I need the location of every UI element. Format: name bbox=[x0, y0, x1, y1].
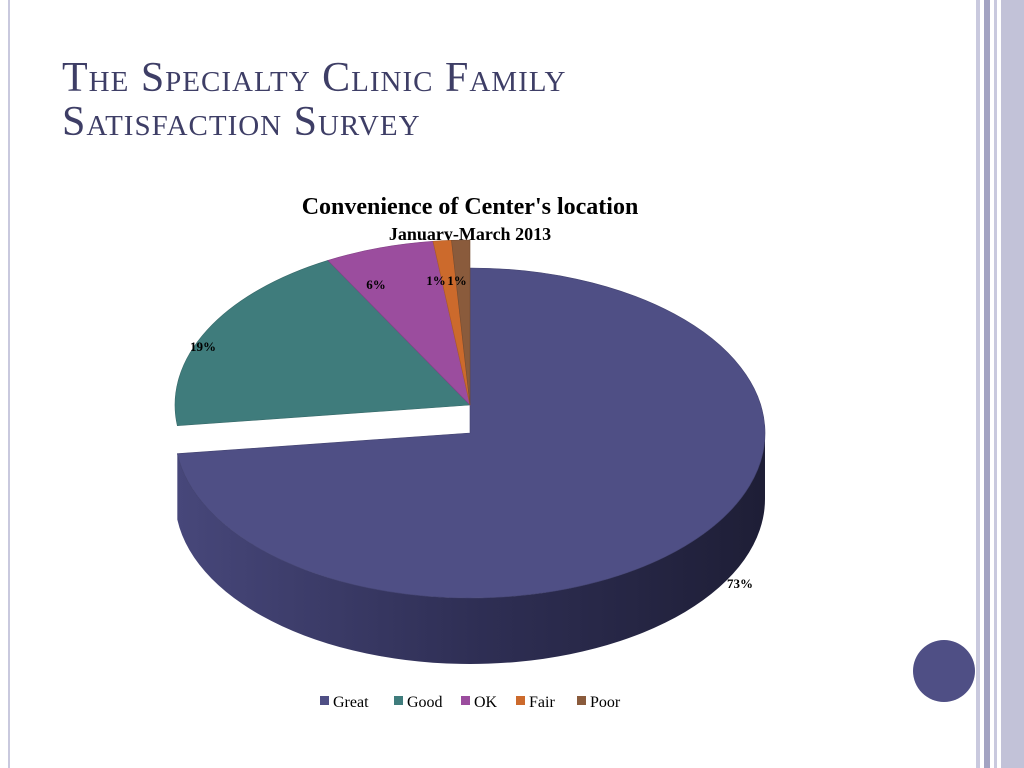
pie-slices bbox=[174, 239, 766, 664]
slide-title-line-2: Satisfaction Survey bbox=[62, 99, 421, 145]
pie-slice-good bbox=[174, 260, 471, 426]
pie-slice-wall-great bbox=[177, 433, 765, 664]
legend-swatch-great bbox=[320, 696, 329, 705]
legend-swatch-good bbox=[394, 696, 403, 705]
left-border-line bbox=[8, 0, 10, 768]
legend-swatch-ok bbox=[461, 696, 470, 705]
data-label-good: 19% bbox=[190, 339, 216, 354]
legend-label-poor: Poor bbox=[590, 694, 621, 711]
slide-title-line-1: The Specialty Clinic Family bbox=[62, 55, 567, 101]
legend-label-good: Good bbox=[407, 694, 443, 711]
data-label-poor: 1% bbox=[447, 273, 467, 288]
right-decorative-stripes bbox=[976, 0, 1024, 768]
legend-label-great: Great bbox=[333, 694, 369, 711]
pie-slice-great bbox=[176, 267, 766, 599]
legend-label-fair: Fair bbox=[529, 694, 555, 711]
data-label-great: 73% bbox=[727, 576, 753, 591]
data-label-fair: 1% bbox=[426, 273, 446, 288]
chart-subtitle: January-March 2013 bbox=[389, 224, 551, 244]
pie-slice-poor bbox=[451, 239, 471, 406]
legend-swatch-poor bbox=[577, 696, 586, 705]
decorative-circle bbox=[913, 640, 975, 702]
data-labels: 73% 19% 6% 1% 1% bbox=[190, 273, 753, 591]
legend-swatch-fair bbox=[516, 696, 525, 705]
legend-label-ok: OK bbox=[474, 694, 498, 711]
data-label-ok: 6% bbox=[366, 277, 386, 292]
chart-title: Convenience of Center's location bbox=[302, 194, 639, 220]
chart-legend: Great Good OK Fair Poor bbox=[320, 694, 621, 711]
slide-title: The Specialty Clinic Family Satisfaction… bbox=[62, 56, 942, 144]
